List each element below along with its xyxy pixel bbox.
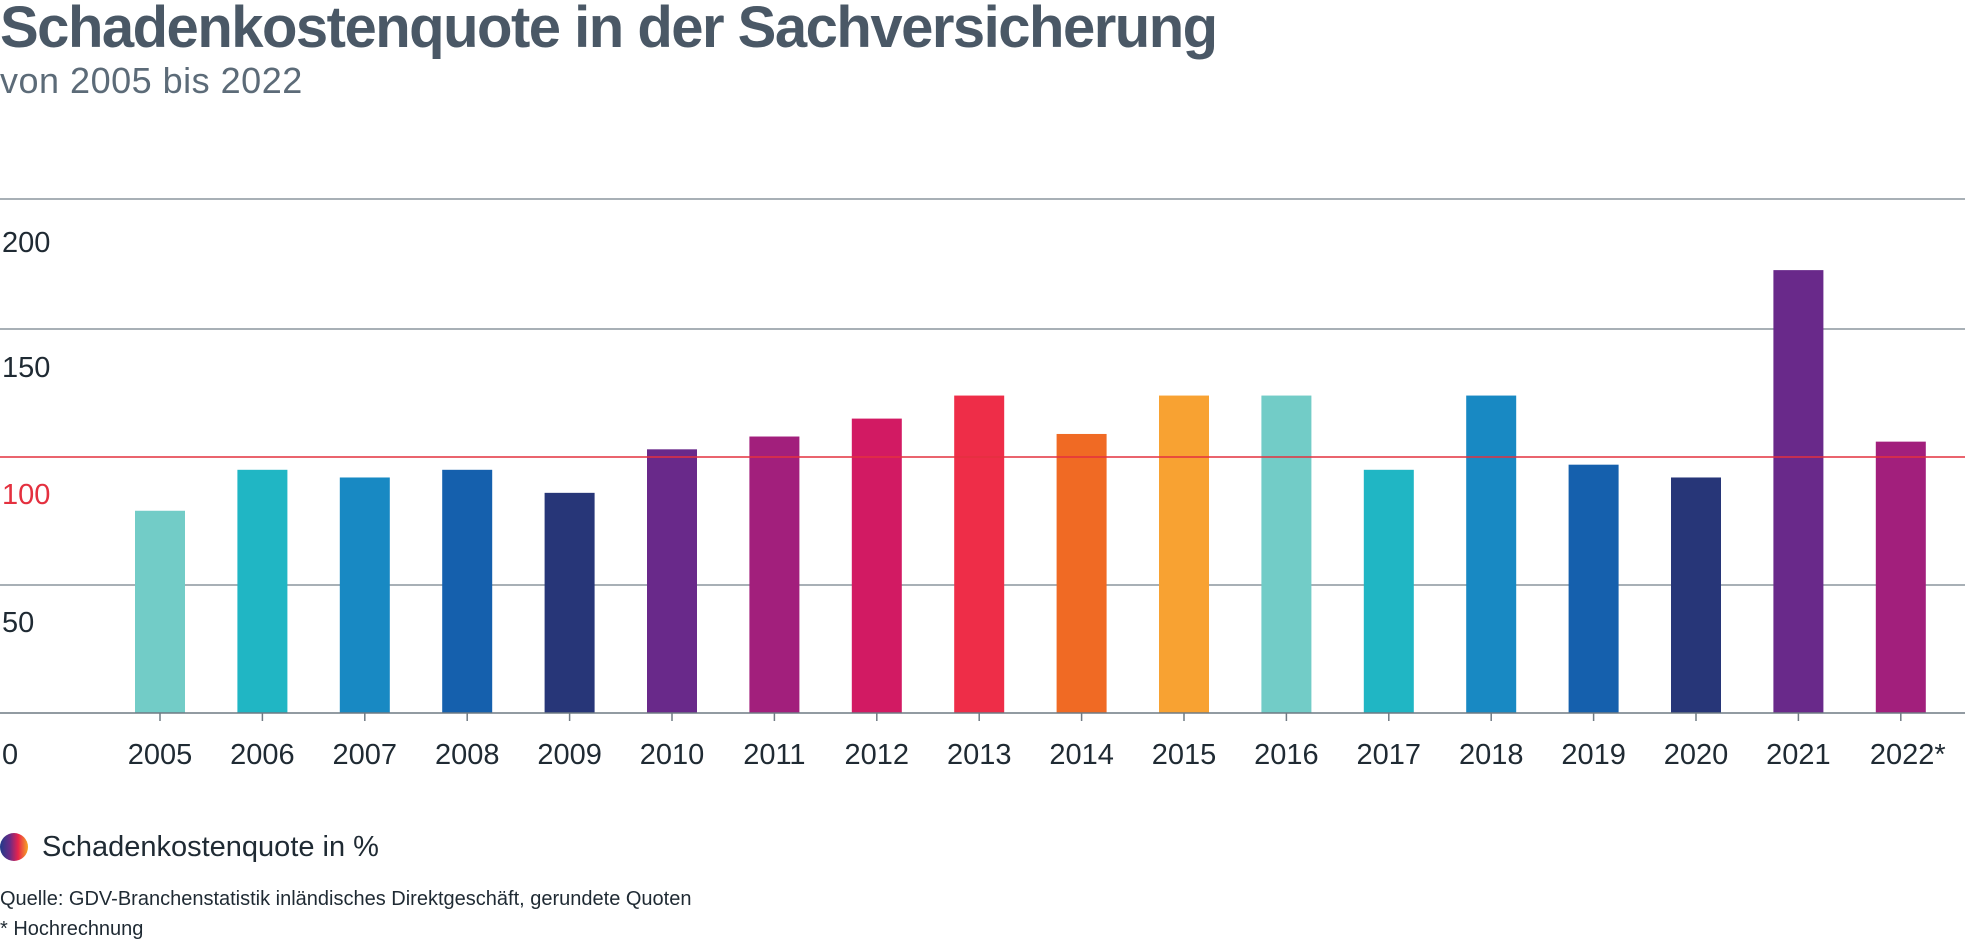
x-tick-label: 2018 <box>1459 739 1524 771</box>
x-tick-label: 2005 <box>128 739 193 771</box>
bar <box>1363 469 1414 713</box>
bar <box>442 469 493 713</box>
legend: Schadenkostenquote in % <box>0 825 379 869</box>
x-tick-label: 2022* <box>1870 739 1946 771</box>
footnote: * Hochrechnung <box>0 918 144 940</box>
bar <box>749 436 800 713</box>
y-tick-label: 200 <box>2 227 50 259</box>
y-tick-label: 50 <box>2 607 34 639</box>
bar <box>544 492 595 713</box>
x-tick-label: 2007 <box>333 739 398 771</box>
x-tick-label: 2014 <box>1049 739 1114 771</box>
bar <box>1261 395 1312 713</box>
x-tick-label: 2009 <box>537 739 602 771</box>
x-tick-label: 2006 <box>230 739 295 771</box>
bar <box>1875 441 1926 713</box>
x-tick-label: 2019 <box>1561 739 1626 771</box>
legend-label: Schadenkostenquote in % <box>42 830 379 863</box>
chart-subtitle: von 2005 bis 2022 <box>0 60 303 101</box>
bar-chart: 0 50 100 150 200 2005 2006 2007 2008 2009 2010 2011… <box>0 198 1965 771</box>
bar <box>954 395 1005 713</box>
bar <box>237 469 288 713</box>
bar <box>647 449 697 713</box>
bar <box>851 418 902 713</box>
x-tick-label: 2021 <box>1766 739 1831 771</box>
bar <box>135 510 185 713</box>
legend-gradient-icon <box>0 833 28 861</box>
source-note: Quelle: GDV-Branchenstatistik inländisch… <box>0 888 692 910</box>
x-tick-label: 2010 <box>640 739 705 771</box>
x-tick-label: 2017 <box>1357 739 1422 771</box>
x-tick-label: 2008 <box>435 739 500 771</box>
y-tick-label: 150 <box>2 352 50 384</box>
y-tick-label: 100 <box>2 479 50 511</box>
bar <box>1568 464 1619 713</box>
x-tick-label: 2015 <box>1152 739 1217 771</box>
x-tick-label: 2011 <box>743 739 805 771</box>
bar <box>1773 270 1824 713</box>
x-tick-label: 2012 <box>845 739 910 771</box>
bar <box>1671 477 1721 713</box>
x-tick-label: 2013 <box>947 739 1012 771</box>
y-tick-label: 0 <box>2 739 18 771</box>
x-tick-label: 2020 <box>1664 739 1729 771</box>
bar <box>339 477 390 713</box>
x-tick-label: 2016 <box>1254 739 1319 771</box>
chart-title: Schadenkostenquote in der Sachversicheru… <box>0 0 1218 60</box>
bar <box>1056 433 1107 713</box>
bar <box>1466 395 1517 713</box>
bar <box>1159 395 1209 713</box>
